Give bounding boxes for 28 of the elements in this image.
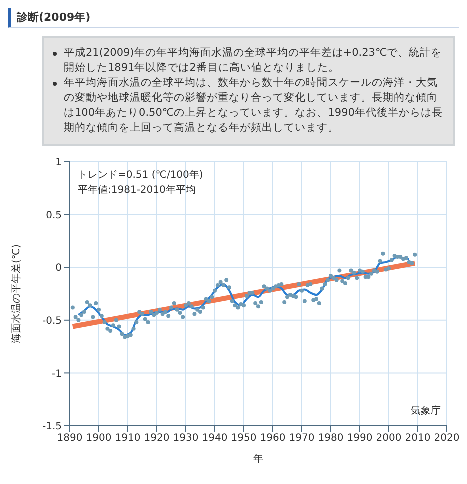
text: 年平均海面水温の全球平均は、数年から数十年の時間スケールの海洋・大気の変動や地球温暖化等の影響が重なり合って変化しています。長期的な傾向は100年あたり0.50℃の上昇となっています。なお、1990年代後半からは長期的な傾向を上回って高温となる年が頻出しています。 [64,76,443,136]
x-tick-label: 1900 [86,433,112,444]
x-tick-label: 2020 [434,433,460,444]
x-tick-label: 1930 [173,433,199,444]
x-axis-title: 年 [254,453,264,465]
x-tick-label: 1980 [318,433,344,444]
chart-title: 診断(2009年) [8,8,459,28]
annotation: 平年値:1981-2010年平均 [78,184,197,198]
text: 平成21(2009)年の年平均海面水温の全球平均の平年差は+0.23℃で、統計を開始した1891年以降では2番目に高い値となりました。 [64,46,443,76]
x-tick-label: 1970 [289,433,315,444]
x-tick-label: 1910 [115,433,141,444]
y-axis-title: 海面水温の平年差(℃) [10,244,23,344]
annotation: 気象庁 [411,404,441,418]
x-tick-label: 1890 [57,433,83,444]
y-tick-label: -0.5 [42,316,62,327]
x-tick-label: 1920 [144,433,170,444]
x-tick-label: 1950 [231,433,257,444]
x-tick-label: 1990 [347,433,373,444]
y-tick-label: 0 [56,263,62,274]
y-tick-label: 1 [56,158,62,169]
x-tick-label: 1960 [260,433,286,444]
y-tick-label: 0.5 [46,210,62,222]
annotation: トレンド=0.51 (℃/100年) [78,169,204,183]
y-tick-label: -1.5 [42,422,62,433]
x-tick-label: 1940 [202,433,228,444]
x-tick-label: 2010 [405,433,431,444]
x-tick-label: 2000 [376,433,402,444]
y-tick-label: -1 [52,368,62,380]
